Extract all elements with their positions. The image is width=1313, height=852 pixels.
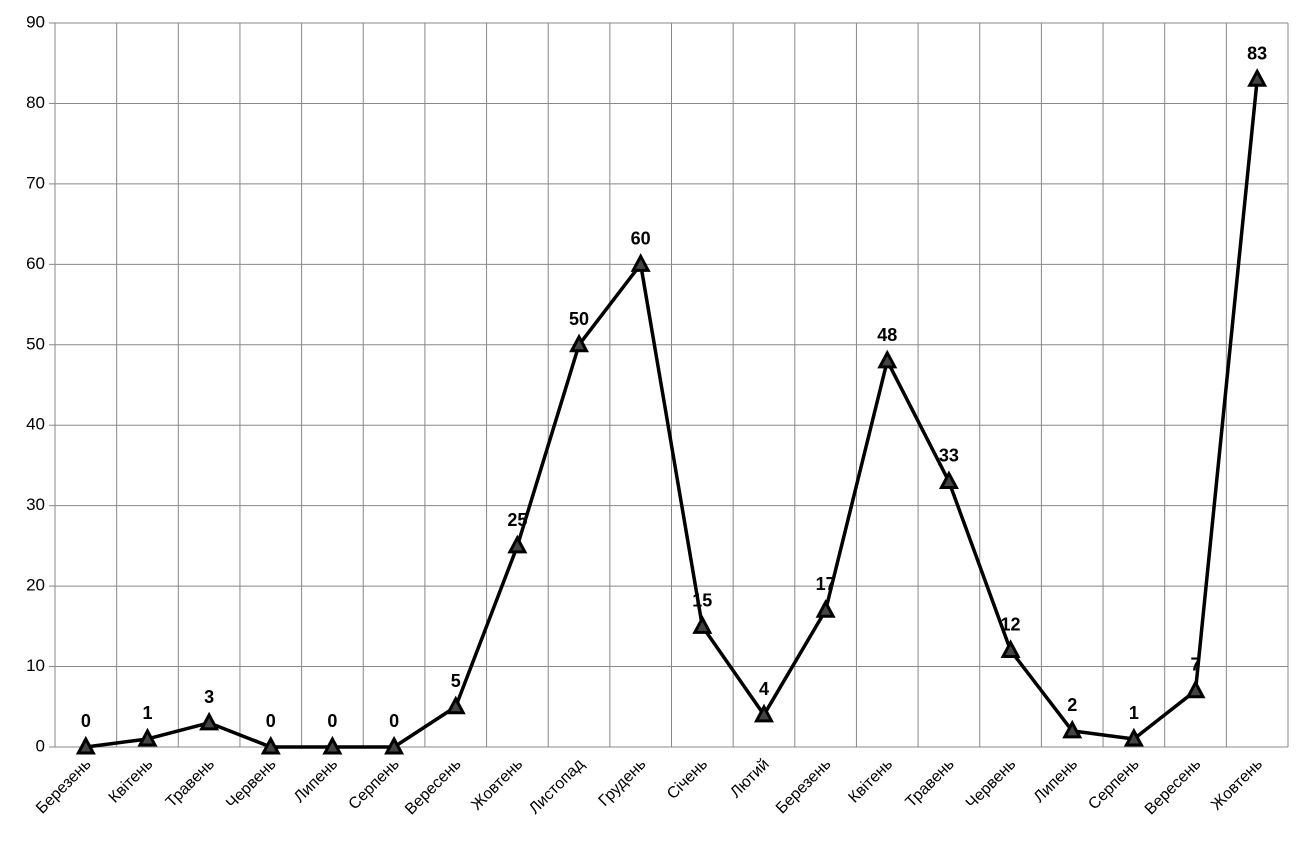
data-label: 12 bbox=[1001, 614, 1021, 634]
marker bbox=[445, 695, 466, 715]
x-tick-label: Червень bbox=[963, 756, 1019, 812]
data-label: 0 bbox=[266, 711, 276, 731]
marker bbox=[384, 735, 405, 755]
x-tick-label: Травень bbox=[163, 756, 218, 811]
y-tick-label: 80 bbox=[26, 93, 45, 112]
data-label: 0 bbox=[389, 711, 399, 731]
x-tick-label: Серпень bbox=[1085, 756, 1142, 813]
marker bbox=[75, 735, 96, 755]
x-tick-label: Липень bbox=[291, 756, 341, 806]
x-tick-label: Січень bbox=[664, 756, 711, 803]
y-tick-label: 20 bbox=[26, 576, 45, 595]
data-label: 1 bbox=[142, 703, 152, 723]
data-label: 1 bbox=[1129, 703, 1139, 723]
data-label: 3 bbox=[204, 687, 214, 707]
data-label: 17 bbox=[816, 574, 836, 594]
y-tick-label: 50 bbox=[26, 334, 45, 353]
data-label: 4 bbox=[759, 679, 769, 699]
data-label: 25 bbox=[507, 510, 527, 530]
marker bbox=[877, 349, 898, 369]
x-tick-label: Вересень bbox=[402, 756, 465, 819]
marker bbox=[692, 615, 713, 634]
marker bbox=[137, 727, 158, 747]
x-tick-label: Травень bbox=[903, 756, 958, 811]
data-label: 7 bbox=[1191, 655, 1201, 675]
marker bbox=[260, 735, 281, 755]
y-tick-label: 70 bbox=[26, 173, 45, 192]
x-tick-label: Березень bbox=[33, 756, 95, 818]
marker bbox=[1123, 727, 1144, 747]
data-label: 0 bbox=[327, 711, 337, 731]
x-tick-label: Серпень bbox=[346, 756, 403, 813]
y-tick-label: 30 bbox=[26, 495, 45, 514]
marker bbox=[199, 711, 220, 731]
marker bbox=[938, 470, 959, 490]
y-tick-label: 90 bbox=[26, 12, 45, 31]
x-tick-label: Жовтень bbox=[468, 756, 526, 814]
data-label: 15 bbox=[692, 590, 712, 610]
x-tick-label: Червень bbox=[223, 756, 279, 812]
x-tick-label: Квітень bbox=[106, 756, 157, 807]
marker bbox=[1247, 68, 1268, 87]
marker bbox=[630, 253, 651, 272]
x-tick-label: Лютий bbox=[727, 756, 773, 802]
x-tick-label: Вересень bbox=[1142, 756, 1205, 819]
x-tick-label: Грудень bbox=[596, 756, 650, 810]
data-label: 33 bbox=[939, 446, 959, 466]
marker bbox=[322, 735, 343, 755]
series-line bbox=[85, 79, 1259, 749]
data-label: 2 bbox=[1067, 695, 1077, 715]
marker bbox=[753, 703, 774, 723]
data-label: 5 bbox=[451, 671, 461, 691]
marker bbox=[569, 333, 590, 353]
x-tick-label: Жовтень bbox=[1208, 756, 1266, 814]
y-tick-label: 60 bbox=[26, 254, 45, 273]
marker bbox=[1000, 639, 1021, 658]
y-tick-label: 10 bbox=[26, 656, 45, 675]
data-label: 0 bbox=[81, 711, 91, 731]
x-tick-label: Березень bbox=[773, 756, 835, 818]
marker bbox=[507, 534, 528, 554]
x-tick-label: Липень bbox=[1031, 756, 1081, 806]
marker bbox=[1185, 679, 1206, 699]
marker bbox=[1062, 719, 1083, 739]
y-tick-label: 40 bbox=[26, 415, 45, 434]
x-tick-label: Листопад bbox=[526, 755, 588, 817]
y-tick-label: 0 bbox=[36, 736, 45, 755]
marker bbox=[815, 599, 836, 618]
data-label: 50 bbox=[569, 309, 589, 329]
data-label: 83 bbox=[1247, 43, 1267, 63]
x-tick-label: Квітень bbox=[845, 756, 896, 807]
data-label: 60 bbox=[631, 228, 651, 248]
data-label: 48 bbox=[877, 325, 897, 345]
